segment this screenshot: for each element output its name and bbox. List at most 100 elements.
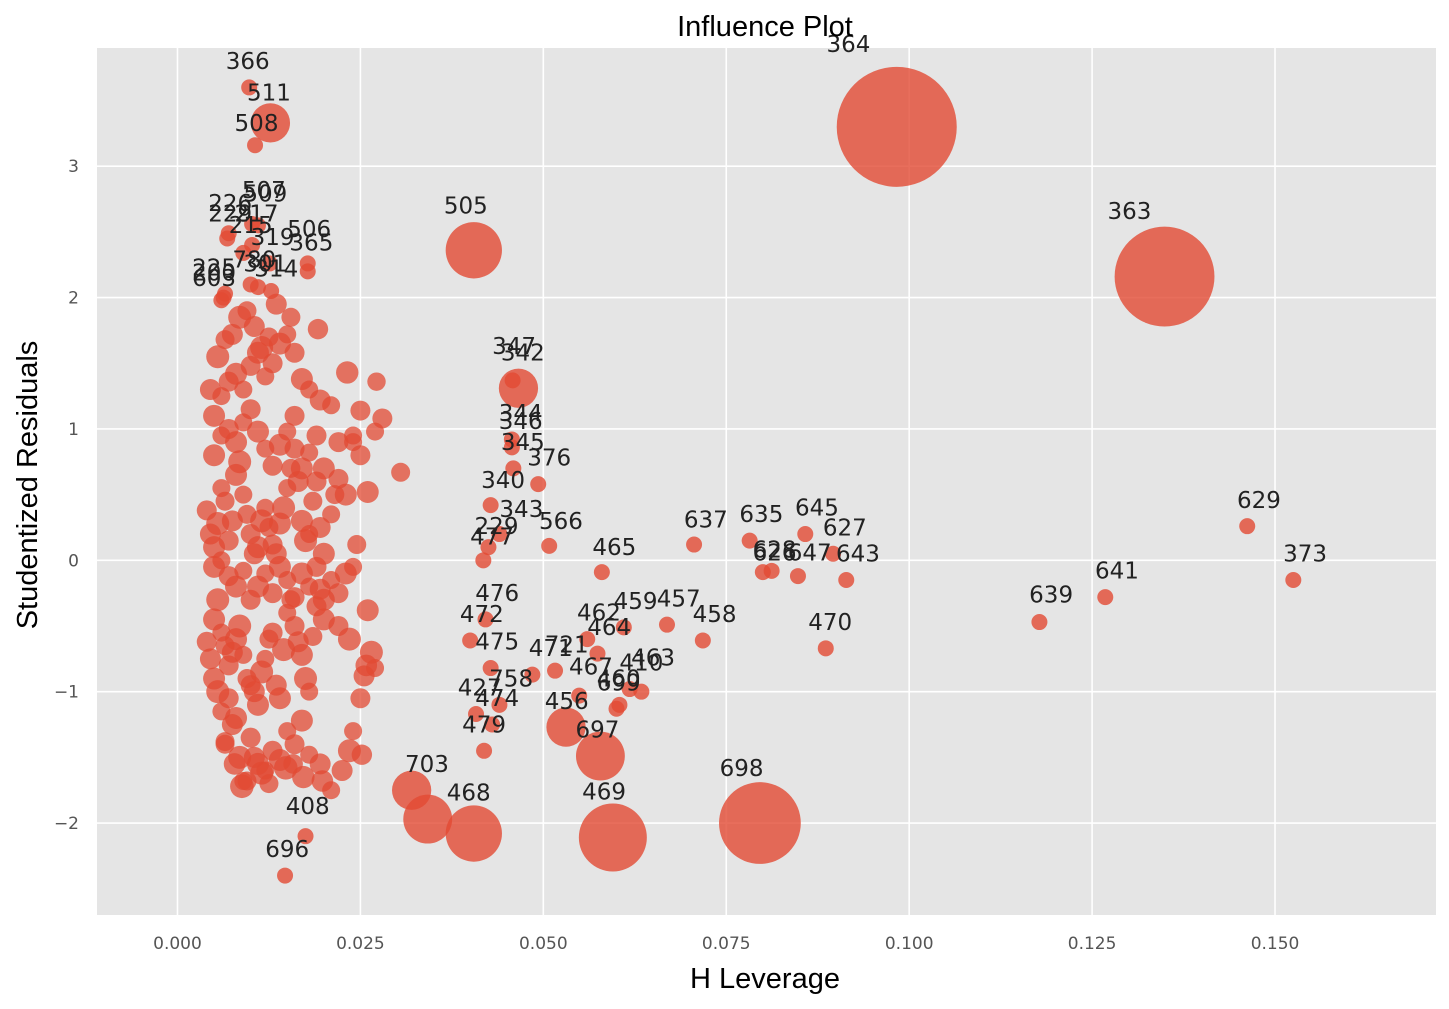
data-point: [228, 614, 252, 638]
data-point: [350, 688, 371, 709]
point-label: 363: [1107, 199, 1151, 225]
point-label: 641: [1095, 559, 1139, 585]
data-point: [838, 572, 855, 589]
data-point: [825, 545, 842, 562]
point-label: 476: [475, 581, 519, 607]
data-point: [203, 444, 226, 467]
data-point: [215, 491, 235, 511]
data-point: [1114, 226, 1215, 327]
data-point: [300, 682, 319, 701]
point-label: 637: [684, 507, 728, 533]
data-point: [262, 622, 283, 643]
data-point: [262, 740, 283, 761]
x-axis-ticks: 0.000 0.025 0.050 0.075 0.100 0.125 0.150: [153, 934, 1299, 954]
data-point: [256, 367, 275, 386]
data-point: [300, 443, 319, 462]
data-point: [356, 481, 379, 504]
data-point: [290, 368, 313, 391]
point-label: 200: [192, 261, 236, 287]
point-label: 566: [539, 509, 583, 535]
data-point: [221, 323, 243, 345]
data-point: [344, 426, 363, 445]
point-label: 626: [753, 540, 797, 566]
data-point: [524, 666, 541, 683]
data-point: [351, 744, 373, 765]
y-tick-label: 1: [68, 420, 79, 440]
data-point: [498, 368, 539, 408]
data-point: [482, 497, 499, 514]
point-label: 469: [582, 779, 626, 805]
point-label: 508: [235, 111, 279, 137]
point-label: 699: [597, 670, 641, 696]
data-point: [206, 680, 230, 704]
data-point: [633, 683, 650, 700]
data-point: [213, 292, 230, 309]
data-point: [223, 753, 246, 775]
data-point: [1239, 518, 1256, 535]
data-point: [263, 283, 280, 300]
point-label: 703: [405, 752, 449, 778]
point-label: 475: [475, 630, 519, 656]
data-point: [307, 318, 329, 340]
data-point: [219, 230, 236, 247]
data-point: [658, 616, 675, 633]
data-point: [344, 557, 363, 576]
data-point: [480, 539, 497, 556]
point-label: 215: [229, 213, 273, 239]
point-label: 477: [470, 525, 514, 551]
data-point: [240, 399, 261, 420]
data-point: [482, 660, 499, 677]
data-point: [262, 455, 283, 476]
point-label: 463: [631, 645, 675, 671]
data-point: [491, 526, 508, 543]
point-label: 460: [597, 666, 641, 692]
point-label: 639: [1029, 582, 1073, 608]
x-tick-label: 0.025: [336, 934, 385, 954]
point-label: 457: [657, 586, 701, 612]
data-point: [347, 535, 367, 555]
data-point: [240, 727, 261, 748]
data-point: [243, 315, 265, 337]
point-label: 698: [720, 756, 764, 782]
data-point: [215, 732, 235, 752]
data-point: [278, 722, 297, 741]
point-label: 365: [289, 230, 333, 256]
x-axis-title: H Leverage: [690, 963, 840, 995]
x-tick-label: 0.050: [519, 934, 568, 954]
point-label: 319: [251, 225, 295, 251]
data-point: [277, 867, 294, 884]
data-point: [218, 530, 239, 551]
data-point: [268, 687, 291, 710]
data-point: [297, 828, 314, 845]
point-label: 506: [287, 217, 331, 243]
data-point: [234, 561, 253, 580]
data-point: [608, 700, 625, 717]
data-point: [337, 627, 361, 651]
data-point: [212, 702, 231, 721]
data-point: [356, 599, 379, 622]
data-point: [547, 662, 564, 679]
data-point: [234, 645, 253, 664]
y-axis-ticks: −2 −1 0 1 2 3: [54, 157, 79, 834]
data-point: [719, 782, 801, 864]
data-point: [243, 746, 265, 768]
data-point: [372, 408, 393, 429]
data-point: [241, 79, 258, 96]
y-axis-title: Studentized Residuals: [12, 341, 44, 630]
point-label: 474: [475, 686, 519, 712]
data-point: [284, 405, 305, 426]
data-point: [306, 556, 327, 577]
data-point: [237, 301, 257, 321]
point-label: 465: [592, 535, 636, 561]
data-point: [203, 404, 226, 427]
y-tick-label: 2: [68, 289, 79, 309]
data-point: [312, 588, 335, 611]
data-point: [221, 714, 243, 736]
x-tick-label: 0.075: [702, 934, 751, 954]
scatter-points: [196, 66, 1302, 884]
data-point: [589, 645, 606, 662]
data-point: [1031, 614, 1048, 631]
point-label: 229: [208, 201, 252, 227]
data-point: [218, 371, 239, 392]
